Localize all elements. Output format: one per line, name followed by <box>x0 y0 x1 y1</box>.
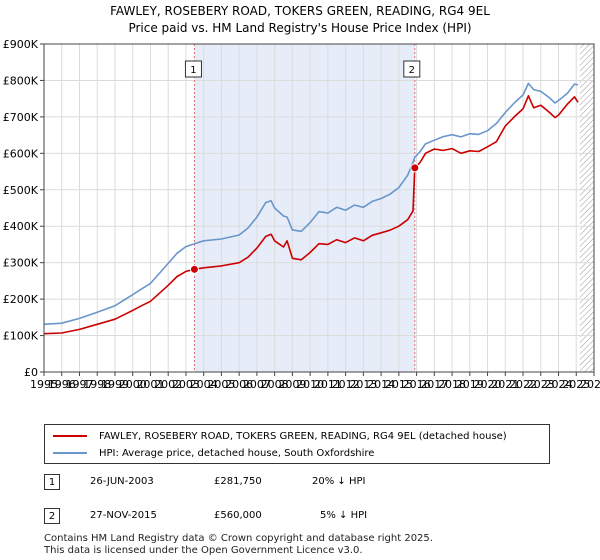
sale-marker-label-1: 1 <box>190 65 196 76</box>
legend-swatch-property <box>53 435 87 437</box>
x-tick-label: 2017 <box>420 378 448 391</box>
legend-label-property: FAWLEY, ROSEBERY ROAD, TOKERS GREEN, REA… <box>99 430 507 442</box>
y-tick-label: £500K <box>3 184 39 197</box>
x-tick-label: 2015 <box>385 378 413 391</box>
sale-hpi-diff: 5% ↓ HPI <box>320 510 368 521</box>
x-tick-label: 2023 <box>527 378 555 391</box>
x-tick-label: 1997 <box>65 378 93 391</box>
sale-marker-label-2: 2 <box>409 65 415 76</box>
x-tick-label: 2018 <box>438 378 466 391</box>
x-tick-label: 2022 <box>509 378 537 391</box>
y-tick-label: £700K <box>3 111 39 124</box>
x-tick-label: 2000 <box>119 378 147 391</box>
x-tick-label: 2012 <box>332 378 360 391</box>
sale-price: £281,750 <box>214 476 262 487</box>
sale-point-1 <box>189 264 199 274</box>
x-tick-label: 2007 <box>243 378 271 391</box>
x-tick-label: 2024 <box>545 378 573 391</box>
x-tick-label: 2026 <box>580 378 600 391</box>
x-tick-label: 2002 <box>154 378 182 391</box>
x-tick-label: 1996 <box>48 378 76 391</box>
y-tick-label: £0 <box>24 366 38 379</box>
y-tick-label: £800K <box>3 74 39 87</box>
x-tick-label: 2008 <box>261 378 289 391</box>
chart-subtitle: Price paid vs. HM Land Registry's House … <box>128 21 472 35</box>
x-tick-label: 2021 <box>491 378 519 391</box>
y-tick-label: £900K <box>3 38 39 51</box>
sale-number-badge: 2 <box>44 508 60 524</box>
footer-copyright: Contains HM Land Registry data © Crown c… <box>44 533 433 544</box>
x-tick-label: 2020 <box>474 378 502 391</box>
sale-price: £560,000 <box>214 510 262 521</box>
y-tick-label: £100K <box>3 330 39 343</box>
y-tick-label: £200K <box>3 293 39 306</box>
property-price-line <box>43 95 579 335</box>
ownership-period-shading <box>194 44 415 372</box>
y-tick-label: £300K <box>3 257 39 270</box>
forecast-hatch-region <box>579 44 594 372</box>
x-tick-label: 2004 <box>190 378 218 391</box>
x-tick-label: 2011 <box>314 378 342 391</box>
sale-row-2: 2 27-NOV-2015 £560,000 5% ↓ HPI <box>44 508 554 526</box>
sale-date: 26-JUN-2003 <box>90 476 154 487</box>
x-tick-label: 2010 <box>296 378 324 391</box>
legend-swatch-hpi <box>53 452 87 454</box>
x-tick-label: 2001 <box>136 378 164 391</box>
x-tick-label: 2006 <box>225 378 253 391</box>
legend: FAWLEY, ROSEBERY ROAD, TOKERS GREEN, REA… <box>44 424 550 464</box>
y-tick-label: £600K <box>3 147 39 160</box>
x-tick-label: 2019 <box>456 378 484 391</box>
x-tick-label: 2014 <box>367 378 395 391</box>
x-tick-label: 2003 <box>172 378 200 391</box>
legend-item-hpi: HPI: Average price, detached house, Sout… <box>53 445 374 461</box>
plot-frame <box>43 43 595 373</box>
y-tick-label: £400K <box>3 220 39 233</box>
legend-label-hpi: HPI: Average price, detached house, Sout… <box>99 447 375 459</box>
x-tick-label: 2009 <box>278 378 306 391</box>
sale-point-2 <box>410 163 420 173</box>
sale-marker-box-2 <box>403 60 421 78</box>
sale-date: 27-NOV-2015 <box>90 510 157 521</box>
chart-title: FAWLEY, ROSEBERY ROAD, TOKERS GREEN, REA… <box>110 4 490 18</box>
price-chart: 1995199619971998199920002001200220032004… <box>3 38 600 391</box>
x-tick-label: 1999 <box>101 378 129 391</box>
footer-licence: This data is licensed under the Open Gov… <box>44 545 363 556</box>
sale-hpi-diff: 20% ↓ HPI <box>312 476 366 487</box>
x-tick-label: 1998 <box>83 378 111 391</box>
x-tick-label: 2025 <box>562 378 590 391</box>
x-tick-label: 2016 <box>403 378 431 391</box>
x-tick-label: 2005 <box>207 378 235 391</box>
legend-item-property: FAWLEY, ROSEBERY ROAD, TOKERS GREEN, REA… <box>53 428 507 444</box>
x-tick-label: 1995 <box>30 378 58 391</box>
sale-marker-box-1 <box>184 60 202 78</box>
hpi-line <box>43 82 579 326</box>
sale-number-badge: 1 <box>44 474 60 490</box>
sale-row-1: 1 26-JUN-2003 £281,750 20% ↓ HPI <box>44 474 554 492</box>
x-tick-label: 2013 <box>349 378 377 391</box>
